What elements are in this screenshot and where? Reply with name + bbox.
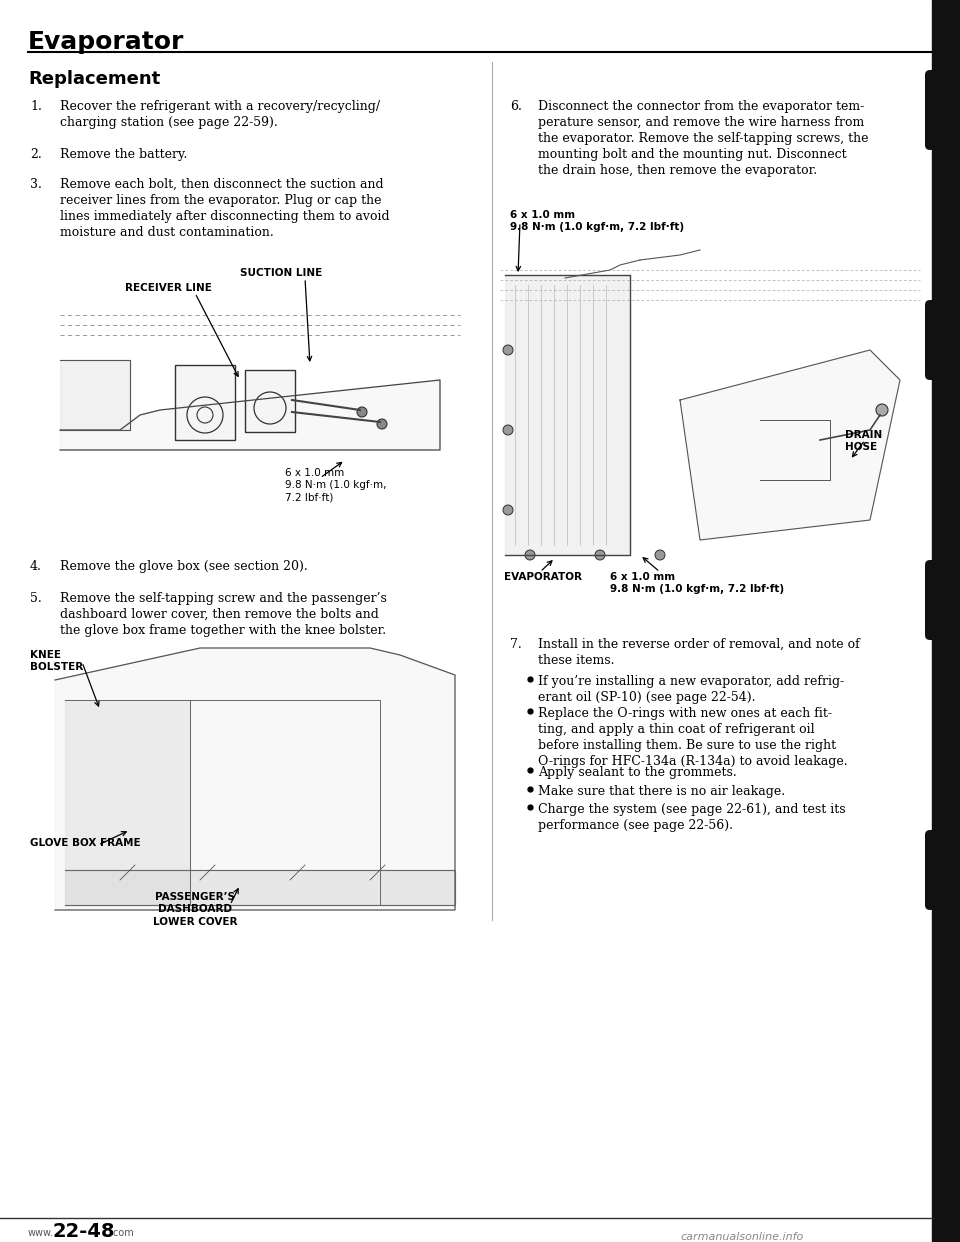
Text: Evaporator: Evaporator xyxy=(28,30,184,53)
Text: Disconnect the connector from the evaporator tem-
perature sensor, and remove th: Disconnect the connector from the evapor… xyxy=(538,101,869,178)
Text: 6.: 6. xyxy=(510,101,522,113)
Text: .com: .com xyxy=(110,1228,133,1238)
FancyBboxPatch shape xyxy=(925,560,960,640)
Text: Remove each bolt, then disconnect the suction and
receiver lines from the evapor: Remove each bolt, then disconnect the su… xyxy=(60,178,390,238)
Text: 4.: 4. xyxy=(30,560,42,573)
Text: 6 x 1.0 mm: 6 x 1.0 mm xyxy=(510,210,575,220)
FancyBboxPatch shape xyxy=(925,830,960,910)
Circle shape xyxy=(525,550,535,560)
Text: DRAIN
HOSE: DRAIN HOSE xyxy=(845,430,882,452)
Text: 5.: 5. xyxy=(30,592,41,605)
Circle shape xyxy=(377,419,387,428)
Circle shape xyxy=(876,404,888,416)
FancyBboxPatch shape xyxy=(175,365,235,440)
Text: 7.: 7. xyxy=(510,638,521,651)
Circle shape xyxy=(503,345,513,355)
Text: If you’re installing a new evaporator, add refrig-
erant oil (SP-10) (see page 2: If you’re installing a new evaporator, a… xyxy=(538,674,844,704)
Polygon shape xyxy=(55,648,455,910)
Text: Make sure that there is no air leakage.: Make sure that there is no air leakage. xyxy=(538,785,785,797)
Text: 9.8 N·m (1.0 kgf·m, 7.2 lbf·ft): 9.8 N·m (1.0 kgf·m, 7.2 lbf·ft) xyxy=(610,584,784,594)
Polygon shape xyxy=(65,700,190,905)
Text: Replace the O-rings with new ones at each fit-
ting, and apply a thin coat of re: Replace the O-rings with new ones at eac… xyxy=(538,707,848,768)
Circle shape xyxy=(503,425,513,435)
Text: Remove the battery.: Remove the battery. xyxy=(60,148,187,161)
FancyBboxPatch shape xyxy=(925,301,960,380)
Polygon shape xyxy=(60,380,440,450)
Text: EVAPORATOR: EVAPORATOR xyxy=(504,573,582,582)
Text: 6 x 1.0 mm: 6 x 1.0 mm xyxy=(610,573,675,582)
Text: 1.: 1. xyxy=(30,101,42,113)
Text: Replacement: Replacement xyxy=(28,70,160,88)
Text: 3.: 3. xyxy=(30,178,42,191)
Circle shape xyxy=(503,505,513,515)
Text: SUCTION LINE: SUCTION LINE xyxy=(240,268,323,278)
Text: Recover the refrigerant with a recovery/recycling/
charging station (see page 22: Recover the refrigerant with a recovery/… xyxy=(60,101,380,129)
Circle shape xyxy=(595,550,605,560)
Circle shape xyxy=(357,407,367,417)
Text: 2.: 2. xyxy=(30,148,41,161)
FancyBboxPatch shape xyxy=(925,70,960,150)
Text: Apply sealant to the grommets.: Apply sealant to the grommets. xyxy=(538,766,736,779)
Text: Remove the glove box (see section 20).: Remove the glove box (see section 20). xyxy=(60,560,308,573)
Polygon shape xyxy=(65,869,455,905)
FancyBboxPatch shape xyxy=(245,370,295,432)
Text: 6 x 1.0 mm
9.8 N·m (1.0 kgf·m,
7.2 lbf·ft): 6 x 1.0 mm 9.8 N·m (1.0 kgf·m, 7.2 lbf·f… xyxy=(285,468,387,503)
Circle shape xyxy=(655,550,665,560)
Polygon shape xyxy=(505,274,630,555)
Text: Install in the reverse order of removal, and note of
these items.: Install in the reverse order of removal,… xyxy=(538,638,860,667)
Text: 22-48: 22-48 xyxy=(52,1222,114,1241)
Text: RECEIVER LINE: RECEIVER LINE xyxy=(125,283,212,293)
Text: KNEE
BOLSTER: KNEE BOLSTER xyxy=(30,650,84,672)
Polygon shape xyxy=(680,350,900,540)
Text: Remove the self-tapping screw and the passenger’s
dashboard lower cover, then re: Remove the self-tapping screw and the pa… xyxy=(60,592,387,637)
Text: GLOVE BOX FRAME: GLOVE BOX FRAME xyxy=(30,838,140,848)
Text: www.: www. xyxy=(28,1228,54,1238)
Text: Charge the system (see page 22-61), and test its
performance (see page 22-56).: Charge the system (see page 22-61), and … xyxy=(538,804,846,832)
Text: carmanualsonline.info: carmanualsonline.info xyxy=(680,1232,804,1242)
Text: PASSENGER’S
DASHBOARD
LOWER COVER: PASSENGER’S DASHBOARD LOWER COVER xyxy=(153,892,237,927)
Polygon shape xyxy=(60,360,130,430)
Text: 9.8 N·m (1.0 kgf·m, 7.2 lbf·ft): 9.8 N·m (1.0 kgf·m, 7.2 lbf·ft) xyxy=(510,222,684,232)
